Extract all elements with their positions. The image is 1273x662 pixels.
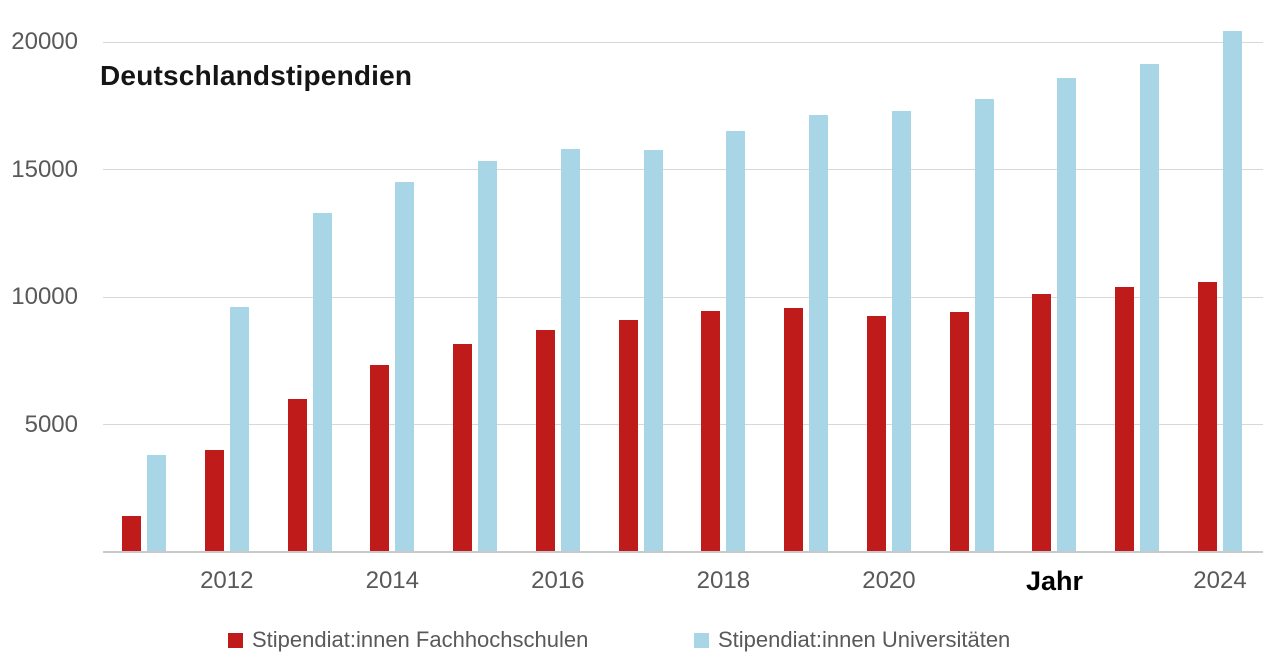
bar-fachhochschulen-2018 [701, 311, 721, 552]
bar-universitaeten-2011 [147, 455, 166, 552]
gridline-15000 [103, 169, 1263, 170]
gridline-5000 [103, 424, 1263, 425]
legend-item-universitaeten: Stipendiat:innen Universitäten [694, 626, 1010, 654]
bar-fachhochschulen-2013 [287, 399, 307, 552]
bar-universitaeten-2016 [560, 149, 580, 552]
bar-fachhochschulen-2014 [370, 364, 390, 552]
bar-universitaeten-2019 [809, 114, 829, 552]
chart-title: Deutschlandstipendien [100, 60, 413, 91]
x-tick-label-2014: 2014 [365, 567, 419, 594]
bar-universitaeten-2018 [726, 131, 746, 552]
legend-item-fachhochschulen: Stipendiat:innen Fachhochschulen [228, 626, 588, 654]
bar-fachhochschulen-2023 [1115, 286, 1135, 552]
bar-universitaeten-2021 [974, 99, 994, 552]
bar-universitaeten-2022 [1057, 77, 1077, 552]
bar-universitaeten-2020 [891, 110, 911, 552]
x-tick-label-2024: 2024 [1193, 567, 1247, 594]
x-tick-label-2016: 2016 [531, 567, 585, 594]
bar-fachhochschulen-2015 [453, 344, 473, 552]
y-tick-label-10000: 10000 [11, 283, 78, 310]
bar-fachhochschulen-2021 [949, 312, 969, 552]
bar-fachhochschulen-2011 [122, 516, 141, 552]
legend-swatch-fachhochschulen-icon [228, 632, 243, 648]
bar-fachhochschulen-2012 [204, 450, 224, 552]
x-tick-label-2020: 2020 [862, 567, 916, 594]
x-tick-label-2018: 2018 [696, 567, 751, 594]
bar-fachhochschulen-2020 [866, 316, 886, 552]
bar-fachhochschulen-2017 [618, 319, 638, 552]
legend-swatch-universitaeten-icon [694, 632, 709, 648]
y-tick-label-15000: 15000 [11, 155, 78, 183]
bar-fachhochschulen-2024 [1198, 281, 1217, 552]
bar-universitaeten-2023 [1140, 63, 1160, 552]
legend-label-fachhochschulen: Stipendiat:innen Fachhochschulen [252, 627, 589, 652]
gridline-10000 [103, 296, 1263, 298]
bar-fachhochschulen-2016 [535, 330, 555, 552]
x-axis-line [103, 551, 1263, 553]
bar-fachhochschulen-2019 [784, 308, 804, 552]
bar-universitaeten-2017 [643, 150, 663, 552]
bar-universitaeten-2014 [395, 182, 415, 552]
x-axis-title: Jahr [1025, 566, 1083, 596]
y-tick-label-20000: 20000 [11, 28, 78, 55]
bar-universitaeten-2015 [478, 160, 498, 552]
gridline-20000 [103, 41, 1263, 43]
x-tick-label-2012: 2012 [200, 567, 254, 594]
bar-universitaeten-2024 [1223, 30, 1242, 552]
legend: Stipendiat:innen Fachhochschulen Stipend… [0, 626, 1273, 656]
bar-universitaeten-2013 [312, 212, 332, 552]
bar-fachhochschulen-2022 [1032, 294, 1052, 552]
y-tick-label-5000: 5000 [24, 410, 78, 438]
legend-label-universitaeten: Stipendiat:innen Universitäten [718, 627, 1011, 652]
bar-universitaeten-2012 [229, 307, 249, 552]
